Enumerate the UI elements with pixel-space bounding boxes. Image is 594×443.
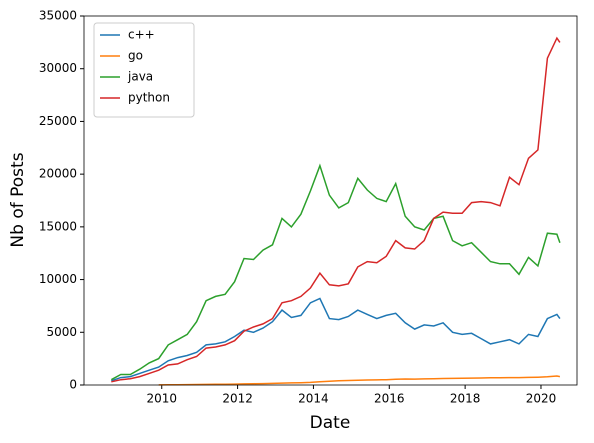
y-tick-label: 0 bbox=[69, 378, 77, 392]
legend-label: python bbox=[128, 91, 170, 105]
y-tick-label: 35000 bbox=[39, 9, 77, 23]
x-tick-label: 2020 bbox=[526, 392, 557, 406]
legend-label: go bbox=[128, 49, 143, 63]
y-tick-label: 15000 bbox=[39, 219, 77, 233]
series-line bbox=[111, 297, 561, 382]
x-tick-label: 2012 bbox=[222, 392, 253, 406]
x-tick-label: 2018 bbox=[450, 392, 481, 406]
legend-label: java bbox=[127, 70, 153, 84]
x-tick-label: 2016 bbox=[374, 392, 405, 406]
plot-frame bbox=[83, 15, 578, 386]
legend-label: c++ bbox=[128, 28, 155, 42]
y-tick-label: 25000 bbox=[39, 114, 77, 128]
y-tick-label: 30000 bbox=[39, 61, 77, 75]
y-axis-label: Nb of Posts bbox=[8, 152, 28, 247]
y-tick-label: 10000 bbox=[39, 272, 77, 286]
x-tick-label: 2014 bbox=[298, 392, 329, 406]
y-tick-label: 20000 bbox=[39, 167, 77, 181]
x-axis-label: Date bbox=[310, 413, 351, 433]
series-line bbox=[158, 375, 561, 386]
y-tick-label: 5000 bbox=[46, 325, 77, 339]
legend-box bbox=[93, 22, 195, 118]
series-line bbox=[110, 163, 561, 381]
x-tick-label: 2010 bbox=[146, 392, 177, 406]
series-line bbox=[111, 36, 561, 383]
